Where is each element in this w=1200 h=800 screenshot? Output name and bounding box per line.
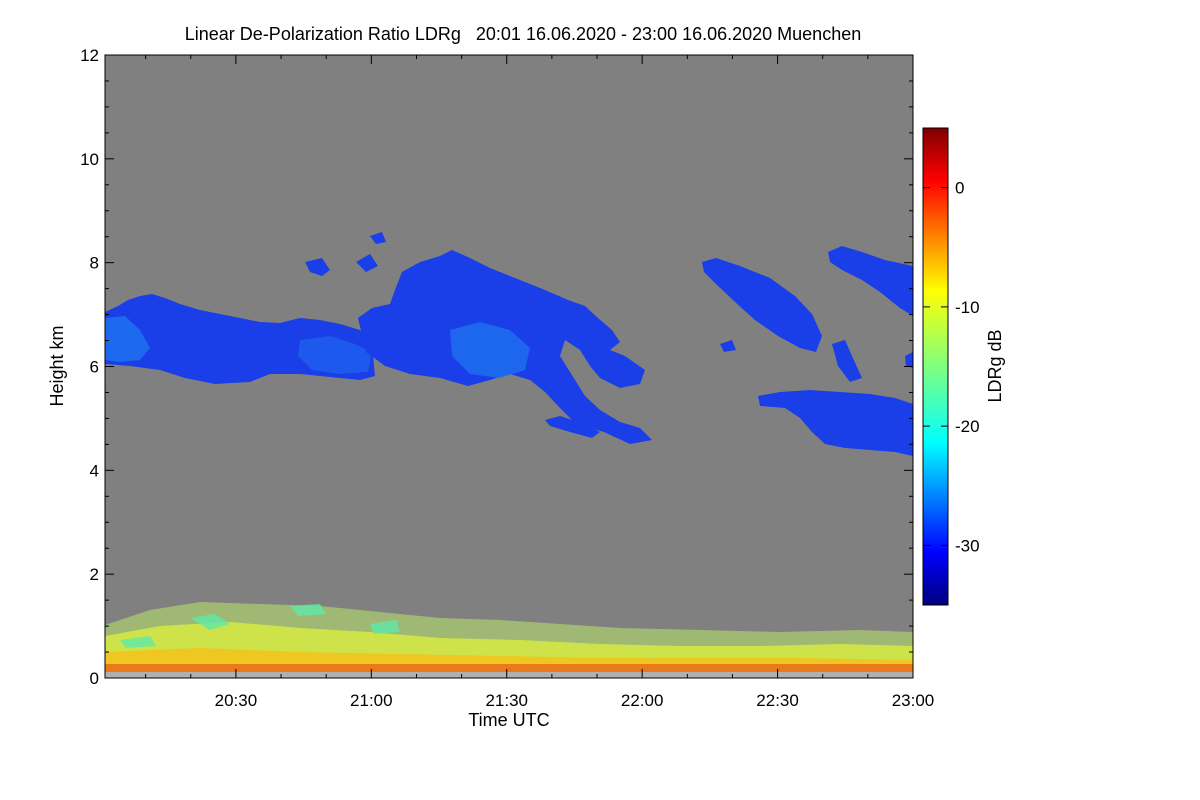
ground-strip [105, 672, 913, 678]
cirrus-layer-b-top [305, 232, 386, 276]
colorbar-tick-label: -30 [955, 536, 980, 555]
y-tick-label: 6 [90, 358, 99, 377]
y-tick-label: 0 [90, 669, 99, 688]
chart-title: Linear De-Polarization Ratio LDRg 20:01 … [185, 24, 861, 44]
aerosol-layer-surface [105, 664, 913, 672]
x-tick-label: 22:00 [621, 691, 664, 710]
y-tick-label: 8 [90, 254, 99, 273]
x-axis-ticks: 20:30 21:00 21:30 22:00 22:30 23:00 [145, 55, 935, 710]
y-tick-label: 2 [90, 565, 99, 584]
x-axis-label: Time UTC [468, 710, 549, 730]
y-axis-label: Height km [47, 325, 67, 406]
x-tick-label: 23:00 [892, 691, 935, 710]
y-axis-ticks: 0 2 4 6 8 10 12 [80, 46, 913, 688]
x-tick-label: 20:30 [215, 691, 258, 710]
y-tick-label: 4 [90, 461, 99, 480]
y-tick-label: 10 [80, 150, 99, 169]
colorbar [922, 127, 949, 606]
y-tick-label: 12 [80, 46, 99, 65]
colorbar-tick-label: -20 [955, 417, 980, 436]
x-tick-label: 21:00 [350, 691, 393, 710]
colorbar-label: LDRg dB [985, 329, 1005, 402]
cirrus-layer-c-left [702, 258, 822, 352]
colorbar-tick-label: -10 [955, 298, 980, 317]
colorbar-ticks: 0 -10 -20 -30 [923, 179, 980, 555]
data-features [105, 232, 913, 678]
colorbar-tick-label: 0 [955, 179, 964, 198]
x-tick-label: 21:30 [485, 691, 528, 710]
aerosol-green-patches [120, 604, 400, 648]
x-tick-label: 22:30 [756, 691, 799, 710]
cirrus-layer-c-right [828, 246, 913, 316]
cirrus-layer-b-lighter [450, 322, 530, 378]
cirrus-layer-a-lighter [105, 316, 150, 362]
cirrus-layer-a-streaks [298, 336, 372, 374]
cirrus-layer-b-tail [545, 416, 600, 438]
cirrus-layer-d [758, 390, 913, 456]
